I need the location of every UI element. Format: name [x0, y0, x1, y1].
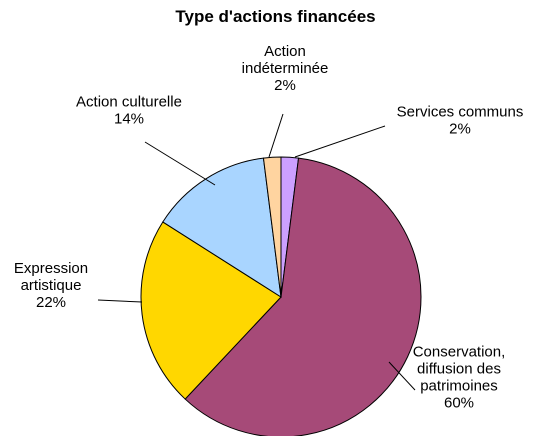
slice-value-label: 22% — [36, 294, 66, 311]
slice-name-label: Action — [264, 43, 306, 60]
leader-line — [97, 299, 143, 303]
slice-label: Expression artistique 22% — [14, 260, 88, 311]
slice-value-label: 2% — [449, 121, 471, 138]
slice-label: Conservation, diffusion des patrimoines 60% — [413, 344, 506, 412]
chart-title: Type d'actions financées — [175, 7, 376, 26]
slice-name-label: diffusion des — [417, 361, 501, 378]
slice-name-label: Services communs — [397, 104, 524, 121]
slice-name-label: artistique — [21, 277, 82, 294]
slice-value-label: 2% — [274, 77, 296, 94]
slice-name-label: Expression — [14, 260, 88, 277]
pie-slice — [262, 156, 282, 298]
slice-label: Action indéterminée 2% — [242, 43, 329, 94]
slice-value-label: 60% — [444, 395, 474, 412]
slice-name-label: patrimoines — [420, 378, 498, 395]
pie-slice — [162, 157, 282, 298]
leader-line — [388, 361, 416, 391]
slice-name-label: Action culturelle — [76, 94, 182, 111]
leader-line — [268, 113, 284, 158]
slice-name-label: indéterminée — [242, 60, 329, 77]
leader-line — [144, 141, 216, 186]
pie-slice — [184, 157, 422, 436]
slice-label: Action culturelle 14% — [76, 94, 182, 128]
leader-line — [294, 125, 386, 158]
pie-slice — [140, 221, 282, 400]
slice-value-label: 14% — [114, 111, 144, 128]
slice-name-label: Conservation, — [413, 344, 506, 361]
slice-label: Services communs 2% — [397, 104, 524, 138]
